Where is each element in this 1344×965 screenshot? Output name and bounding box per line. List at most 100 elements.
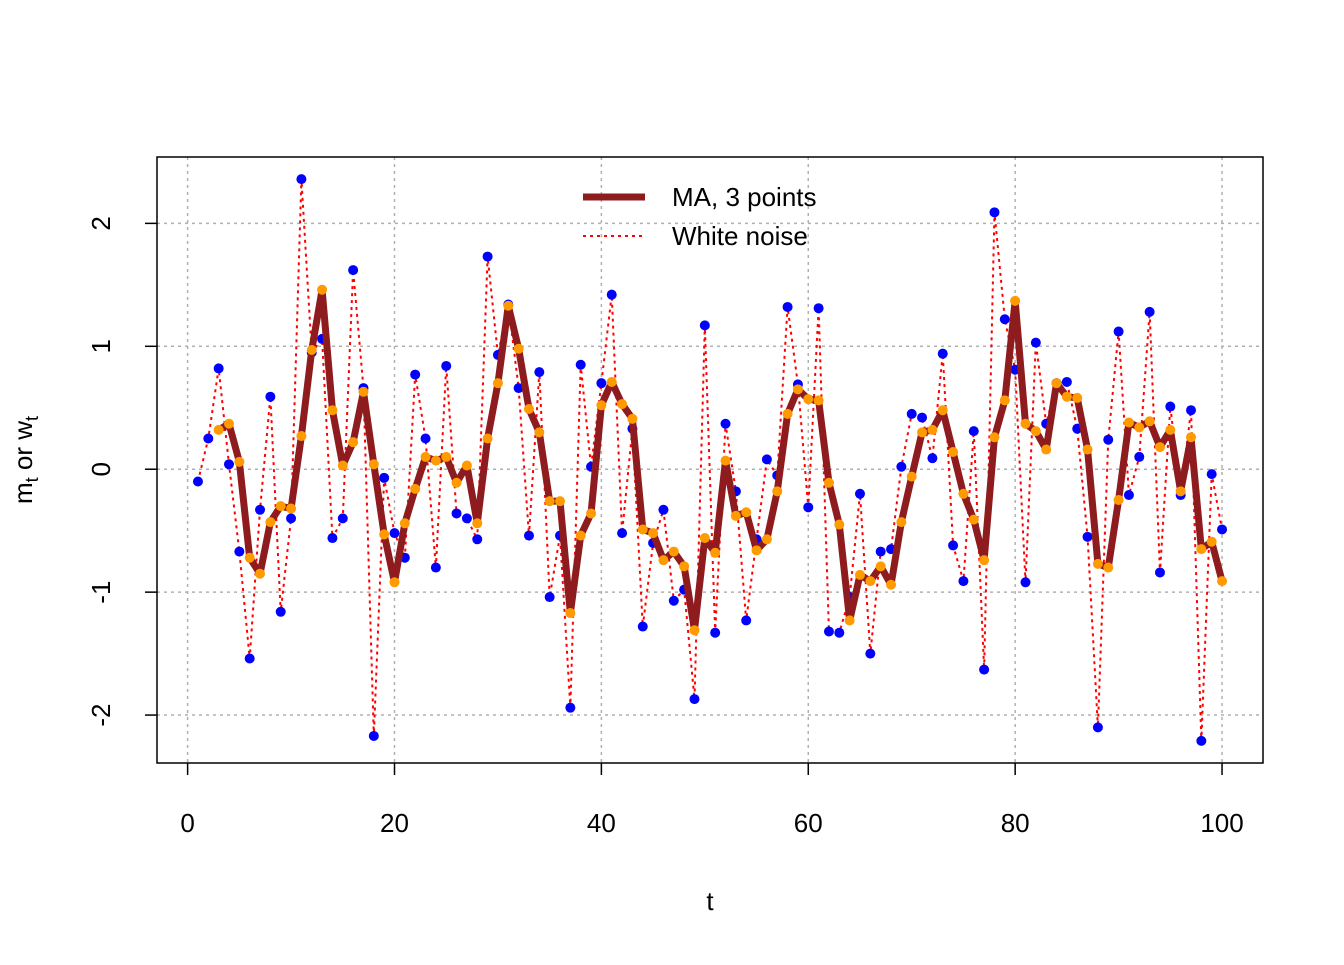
data-point	[482, 433, 493, 444]
data-point	[948, 447, 959, 458]
y-tick-label: -1	[86, 581, 116, 604]
data-point	[648, 528, 659, 539]
data-point	[730, 510, 741, 521]
data-point	[679, 561, 690, 572]
data-point	[896, 517, 907, 528]
data-point	[513, 343, 524, 354]
data-point	[1217, 576, 1228, 587]
data-point	[461, 513, 472, 524]
data-point	[813, 395, 824, 406]
data-point	[441, 360, 452, 371]
data-point	[337, 460, 348, 471]
data-point	[854, 488, 865, 499]
data-point	[296, 431, 307, 442]
data-point	[751, 545, 762, 556]
data-point	[327, 405, 338, 416]
data-point	[244, 552, 255, 563]
data-point	[555, 496, 566, 507]
data-point	[368, 730, 379, 741]
data-point	[989, 432, 1000, 443]
data-point	[1113, 326, 1124, 337]
y-label-sub: t	[22, 416, 42, 421]
data-point	[927, 424, 938, 435]
data-point	[1123, 417, 1134, 428]
data-point	[348, 265, 359, 276]
data-point	[523, 403, 534, 414]
data-point	[606, 376, 617, 387]
y-axis-label: mt or wt	[8, 416, 42, 504]
data-point	[286, 513, 297, 524]
data-point	[627, 413, 638, 424]
x-axis-label: t	[706, 886, 714, 916]
data-point	[917, 427, 928, 438]
data-point	[1134, 451, 1145, 462]
data-point	[203, 433, 214, 444]
data-point	[420, 451, 431, 462]
data-point	[854, 569, 865, 580]
data-point	[1175, 486, 1186, 497]
data-point	[244, 653, 255, 664]
data-point	[782, 301, 793, 312]
data-point	[399, 518, 410, 529]
data-point	[255, 504, 266, 515]
data-point	[782, 408, 793, 419]
data-point	[275, 606, 286, 617]
data-point	[968, 426, 979, 437]
data-point	[565, 608, 576, 619]
data-point	[1030, 426, 1041, 437]
data-point	[823, 626, 834, 637]
y-tick-label: -2	[86, 703, 116, 726]
data-point	[999, 395, 1010, 406]
data-point	[617, 399, 628, 410]
data-point	[513, 383, 524, 394]
data-point	[1041, 444, 1052, 455]
data-point	[803, 394, 814, 405]
data-point	[1144, 416, 1155, 427]
data-point	[565, 702, 576, 713]
data-point	[689, 694, 700, 705]
data-point	[441, 451, 452, 462]
data-point	[451, 477, 462, 488]
y-tick-label: 0	[86, 462, 116, 476]
y-tick-label: 1	[86, 339, 116, 353]
data-point	[596, 400, 607, 411]
x-tick-label: 80	[1001, 808, 1030, 838]
x-tick-label: 0	[180, 808, 194, 838]
data-point	[1103, 562, 1114, 573]
x-tick-label: 100	[1200, 808, 1243, 838]
data-point	[668, 595, 679, 606]
data-point	[699, 320, 710, 331]
data-point	[1123, 490, 1134, 501]
plot-frame	[156, 156, 1264, 764]
data-point	[368, 459, 379, 470]
data-point	[875, 546, 886, 557]
data-point	[1082, 444, 1093, 455]
data-point	[317, 284, 328, 295]
data-point	[658, 504, 669, 515]
data-point	[389, 528, 400, 539]
y-label-part: m	[8, 482, 38, 504]
data-point	[534, 367, 545, 378]
data-point	[430, 562, 441, 573]
data-point	[989, 207, 1000, 218]
data-point	[1061, 391, 1072, 402]
data-point	[1082, 531, 1093, 542]
data-point	[699, 533, 710, 544]
data-point	[761, 534, 772, 545]
data-point	[1186, 432, 1197, 443]
data-point	[379, 472, 390, 483]
data-point	[1154, 567, 1165, 578]
data-point	[741, 615, 752, 626]
data-point	[927, 453, 938, 464]
data-point	[1010, 295, 1021, 306]
data-point	[999, 314, 1010, 325]
data-point	[192, 476, 203, 487]
series-line	[216, 286, 1226, 634]
data-point	[337, 513, 348, 524]
data-point	[1103, 434, 1114, 445]
data-point	[534, 427, 545, 438]
data-point	[637, 524, 648, 535]
data-point	[1113, 494, 1124, 505]
data-point	[430, 455, 441, 466]
